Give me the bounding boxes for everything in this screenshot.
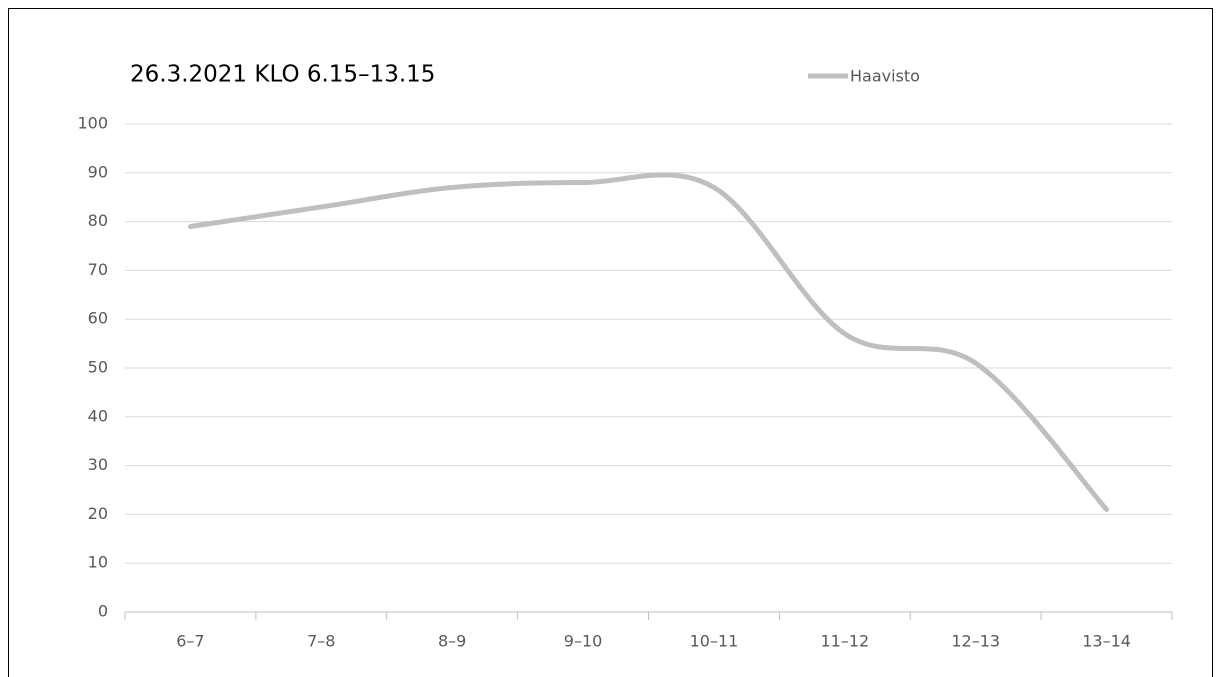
y-tick-label: 90 [88,162,108,181]
y-tick-label: 70 [88,260,108,279]
y-tick-label: 10 [88,553,108,572]
y-tick-label: 50 [88,358,108,377]
x-tick-label: 10–11 [690,632,739,651]
y-tick-label: 0 [98,602,108,621]
y-tick-label: 40 [88,406,108,425]
x-tick-label: 13–14 [1082,632,1131,651]
x-tick-label: 11–12 [820,632,869,651]
x-tick-label: 7–8 [307,632,335,651]
y-tick-label: 80 [88,211,108,230]
legend-label: Haavisto [850,67,920,86]
y-tick-label: 100 [77,114,108,133]
y-tick-label: 60 [88,309,108,328]
x-tick-label: 8–9 [438,632,466,651]
chart-frame [8,8,1213,677]
line [187,172,1110,513]
x-tick-label: 6–7 [176,632,204,651]
x-tick-label: 12–13 [951,632,1000,651]
chart-title: 26.3.2021 KLO 6.15–13.15 [130,62,435,88]
y-tick-label: 20 [88,504,108,523]
x-tick-label: 9–10 [564,632,603,651]
y-tick-label: 30 [88,455,108,474]
